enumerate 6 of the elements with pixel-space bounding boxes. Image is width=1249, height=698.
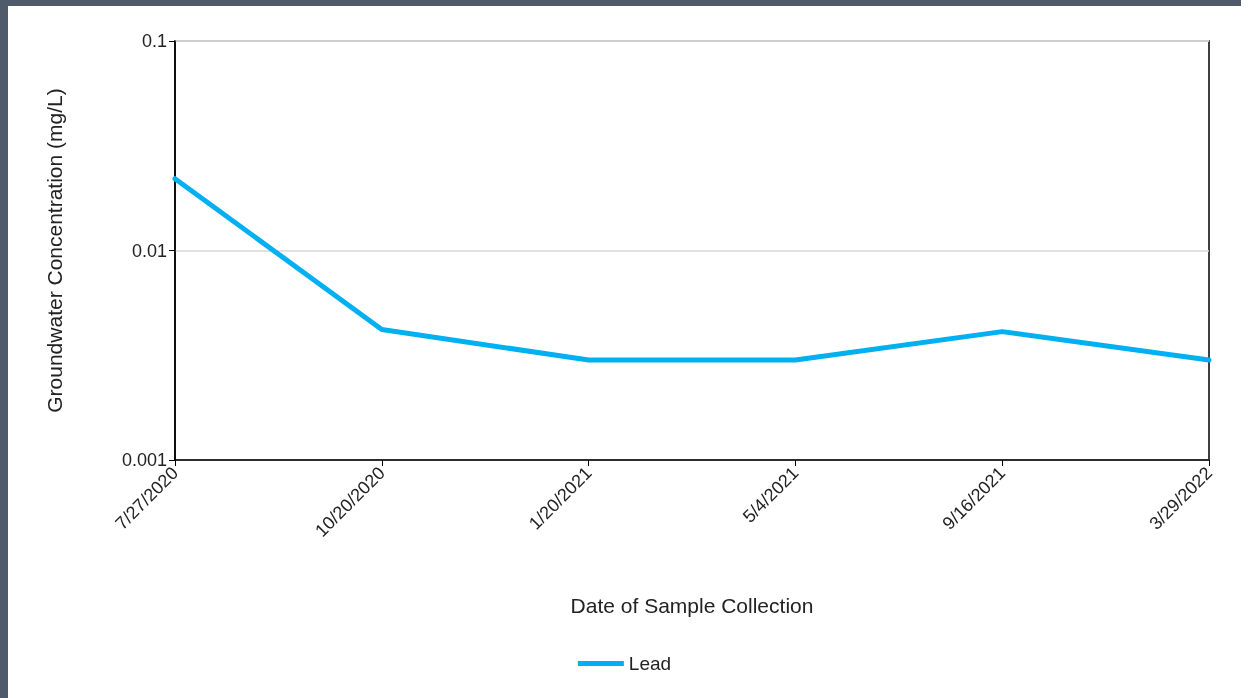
- legend-label: Lead: [628, 653, 672, 674]
- y-axis-title: Groundwater Concentration (mg/L): [43, 88, 66, 413]
- y-tick-label: 0.1: [141, 31, 167, 51]
- x-axis-title: Date of Sample Collection: [570, 594, 814, 617]
- y-tick-label: 0.001: [121, 450, 167, 470]
- y-tick-label: 0.01: [131, 240, 167, 261]
